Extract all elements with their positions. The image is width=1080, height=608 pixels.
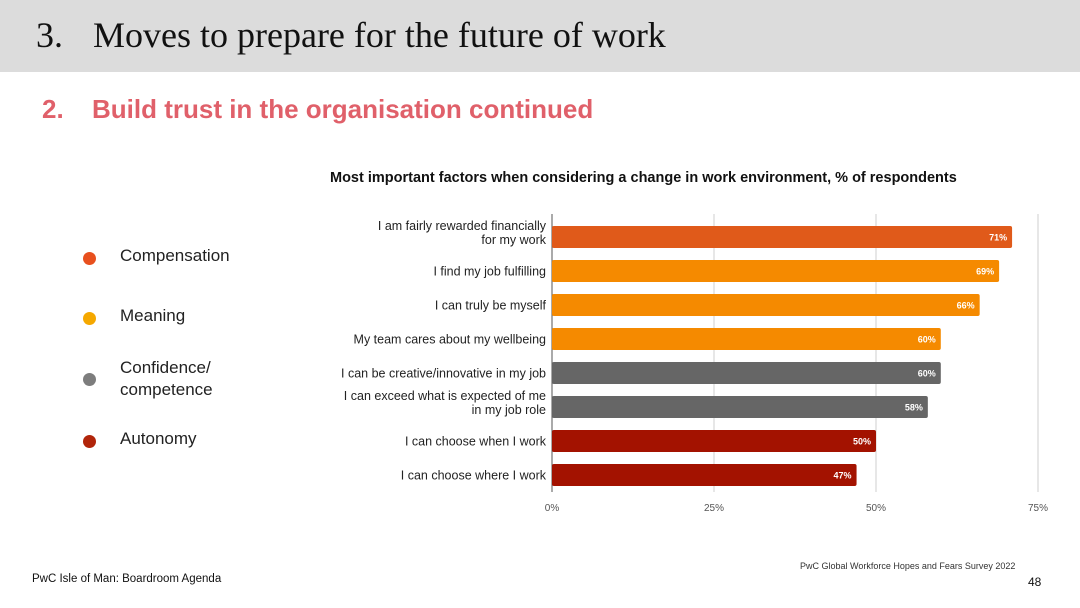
chart-title: Most important factors when considering …: [330, 170, 957, 186]
bar: [552, 226, 1013, 248]
tick-label: 50%: [866, 503, 886, 514]
category-label: I can exceed what is expected of me in my…: [344, 389, 546, 417]
tick-label: 0%: [545, 503, 560, 514]
tick-label: 75%: [1028, 503, 1048, 514]
legend-label: Confidence/ competence: [120, 358, 213, 399]
bar: [552, 328, 941, 350]
category-label: I can choose when I work: [405, 435, 547, 449]
legend-dot-autonomy: [83, 435, 96, 448]
bar: [552, 294, 980, 316]
legend-dot-confidence: [83, 373, 96, 386]
category-label: I can choose where I work: [401, 469, 547, 483]
data-label: 66%: [957, 301, 975, 311]
data-label: 47%: [834, 471, 852, 481]
section-subtitle: 2. Build trust in the organisation contin…: [42, 94, 593, 125]
legend-dot-compensation: [83, 252, 96, 265]
header-bar: 3. Moves to prepare for the future of wo…: [0, 0, 1080, 72]
data-label: 71%: [989, 233, 1007, 243]
section-number: 3.: [36, 15, 63, 55]
legend-label: Meaning: [120, 306, 186, 325]
bar: [552, 430, 876, 452]
footer-text: PwC Isle of Man: Boardroom Agenda: [32, 573, 222, 585]
category-label: I am fairly rewarded financially for my w…: [378, 219, 547, 247]
data-label: 60%: [918, 369, 936, 379]
category-label: I find my job fulfilling: [433, 265, 546, 279]
page-title: Moves to prepare for the future of work: [93, 15, 666, 55]
data-label: 50%: [853, 437, 871, 447]
category-label: I can be creative/innovative in my job: [341, 367, 546, 381]
subtitle-text: Build trust in the organisation continue…: [92, 94, 594, 124]
legend-dot-meaning: [83, 312, 96, 325]
bar: [552, 362, 941, 384]
bar: [552, 464, 857, 486]
source-note: PwC Global Workforce Hopes and Fears Sur…: [800, 561, 1016, 571]
page-number: 48: [1028, 575, 1042, 589]
tick-label: 25%: [704, 503, 724, 514]
data-label: 58%: [905, 403, 923, 413]
category-label: My team cares about my wellbeing: [354, 333, 546, 347]
data-label: 69%: [976, 267, 994, 277]
bar: [552, 396, 928, 418]
category-label: I can truly be myself: [435, 299, 547, 313]
data-label: 60%: [918, 335, 936, 345]
bar: [552, 260, 1000, 282]
legend-label: Compensation: [120, 246, 230, 265]
subtitle-number: 2.: [42, 94, 64, 124]
legend-label: Autonomy: [120, 429, 197, 448]
